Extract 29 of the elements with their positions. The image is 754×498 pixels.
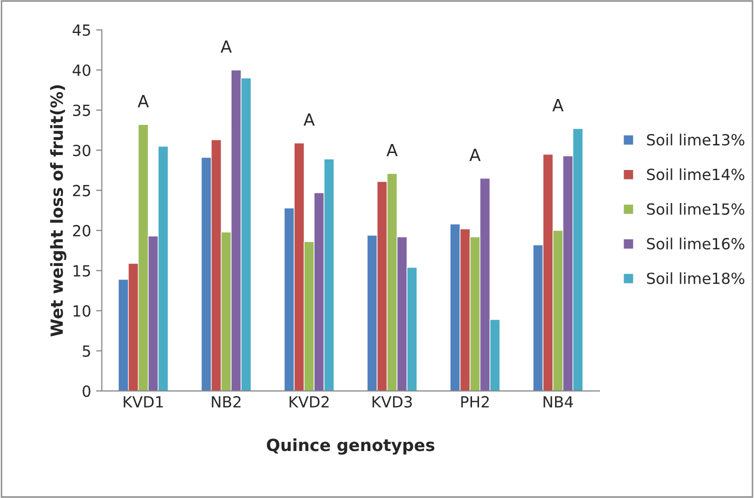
legend-label: Soil lime13% <box>647 134 744 146</box>
y-tick-label: 15 <box>74 265 90 277</box>
y-tick-label: 0 <box>82 385 90 397</box>
legend-label: Soil lime15% <box>647 203 744 215</box>
legend-label: Soil lime16% <box>647 238 744 250</box>
annotation: A <box>138 95 149 108</box>
x-tick-label: NB2 <box>212 396 240 408</box>
y-tick-label: 40 <box>72 64 90 76</box>
legend-label: Soil lime18% <box>647 272 744 284</box>
annotation: A <box>304 114 315 126</box>
y-tick-label: 30 <box>73 144 90 156</box>
annotation: A <box>469 148 481 161</box>
annotation: A <box>220 40 232 53</box>
legend-label: Soil lime14% <box>647 168 744 180</box>
x-axis-title: Quince genotypes <box>266 438 434 455</box>
y-tick-label: 5 <box>82 345 90 357</box>
x-tick-label: PH2 <box>461 396 489 408</box>
annotation: A <box>552 99 564 112</box>
x-tick-label: NB4 <box>544 396 573 408</box>
x-tick-label: KVD1 <box>124 396 163 408</box>
x-tick-label: KVD2 <box>290 396 329 408</box>
annotation: A <box>386 144 398 156</box>
y-tick-label: 25 <box>73 184 90 196</box>
x-tick-label: KVD3 <box>372 396 412 408</box>
y-axis-title: Wet weight loss of fruit(%) <box>50 85 66 336</box>
y-tick-label: 10 <box>74 305 90 317</box>
y-tick-label: 35 <box>73 104 90 116</box>
y-tick-label: 45 <box>72 24 90 36</box>
y-tick-label: 20 <box>73 224 90 236</box>
